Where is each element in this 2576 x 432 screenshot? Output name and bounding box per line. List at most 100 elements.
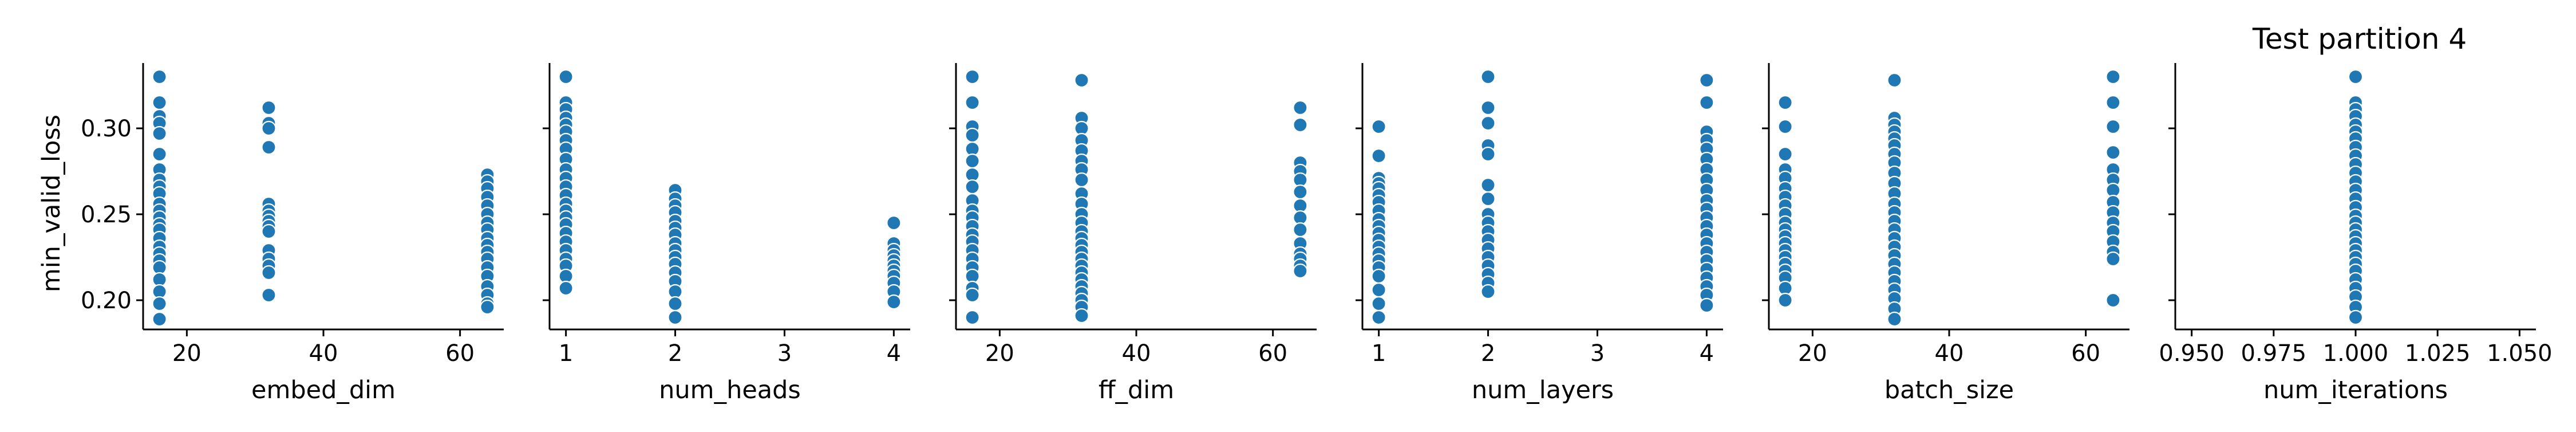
data-point	[1777, 95, 1793, 111]
panel-num_layers: 1 2 3 4 num_layers	[1356, 63, 1723, 404]
data-point	[1887, 72, 1902, 88]
x-tick-label: 20	[172, 340, 202, 367]
data-point	[667, 296, 683, 312]
x-tick-label: 20	[985, 340, 1014, 367]
data-point	[1777, 146, 1793, 162]
data-point	[261, 265, 276, 281]
data-point	[1074, 172, 1089, 188]
data-point	[1480, 146, 1496, 162]
data-point	[1480, 177, 1496, 193]
x-tick-label: 20	[1798, 340, 1827, 367]
x-axis-label: embed_dim	[251, 376, 396, 404]
x-axis-label: num_heads	[659, 376, 801, 404]
data-point	[2105, 95, 2121, 111]
x-tick-label: 0.975	[2241, 340, 2307, 367]
panels-group: 0.20 0.25 0.30 20 40 60 embed_dim 1 2 3 4 num_heads…	[81, 63, 2553, 404]
data-point	[965, 309, 980, 325]
data-point	[965, 95, 980, 111]
data-point	[152, 296, 167, 312]
x-tick-label: 40	[1935, 340, 1964, 367]
data-point	[152, 125, 167, 142]
data-point	[1371, 119, 1386, 135]
y-tick-label: 0.20	[81, 288, 132, 314]
x-tick-label: 3	[777, 340, 792, 367]
x-tick-label: 60	[1258, 340, 1287, 367]
data-point	[1480, 69, 1496, 85]
data-point	[2348, 309, 2364, 325]
y-axis-label: min_valid_loss	[37, 115, 66, 292]
data-point	[886, 294, 902, 310]
x-tick-label: 40	[1122, 340, 1151, 367]
data-point	[1293, 117, 1308, 133]
x-tick-label: 1	[1372, 340, 1386, 367]
x-tick-label: 1	[559, 340, 573, 367]
data-point	[886, 215, 902, 231]
data-point	[1371, 282, 1386, 298]
x-tick-label: 1.000	[2323, 340, 2389, 367]
data-point	[2105, 292, 2121, 308]
data-point	[965, 179, 980, 195]
data-point	[1480, 100, 1496, 116]
data-point	[1293, 184, 1308, 200]
data-point	[261, 120, 276, 136]
y-tick-label: 0.30	[81, 116, 132, 142]
data-point	[965, 69, 980, 85]
chart-title: Test partition 4	[2252, 22, 2467, 56]
data-point	[1074, 308, 1089, 324]
x-tick-label: 2	[1481, 340, 1495, 367]
data-point	[558, 69, 574, 85]
panel-num_iterations: 0.950 0.975 1.000 1.025 1.050 num_iterations	[2159, 63, 2553, 404]
data-point	[261, 100, 276, 116]
panel-embed_dim: 0.20 0.25 0.30 20 40 60 embed_dim	[81, 63, 504, 404]
data-point	[1371, 309, 1386, 325]
data-point	[1699, 72, 1714, 88]
data-point	[152, 146, 167, 162]
panel-num_heads: 1 2 3 4 num_heads	[543, 63, 910, 404]
x-tick-label: 2	[668, 340, 682, 367]
data-point	[965, 127, 980, 143]
data-point	[965, 153, 980, 169]
x-axis-label: num_layers	[1472, 376, 1614, 404]
x-tick-label: 40	[309, 340, 338, 367]
data-point	[2105, 69, 2121, 85]
data-point	[152, 311, 167, 327]
x-tick-label: 4	[887, 340, 901, 367]
data-point	[1699, 297, 1714, 313]
data-point	[1887, 311, 1902, 327]
panel-batch_size: 20 40 60 batch_size	[1762, 63, 2129, 404]
x-tick-label: 1.050	[2487, 340, 2553, 367]
x-tick-label: 0.950	[2159, 340, 2225, 367]
data-point	[1371, 148, 1386, 164]
data-point	[1480, 191, 1496, 207]
data-point	[1074, 72, 1089, 88]
data-point	[261, 287, 276, 303]
data-point	[1480, 284, 1496, 300]
x-axis-label: num_iterations	[2263, 376, 2448, 404]
data-point	[152, 69, 167, 85]
panel-ff_dim: 20 40 60 ff_dim	[949, 63, 1317, 404]
x-tick-label: 4	[1700, 340, 1714, 367]
data-point	[1699, 95, 1714, 111]
data-point	[1293, 222, 1308, 238]
data-point	[480, 299, 495, 315]
data-point	[261, 223, 276, 239]
data-point	[1371, 296, 1386, 312]
x-tick-label: 1.025	[2405, 340, 2471, 367]
data-point	[1371, 268, 1386, 284]
data-point	[1293, 263, 1308, 279]
x-tick-label: 60	[445, 340, 475, 367]
data-point	[558, 280, 574, 296]
data-point	[2348, 69, 2364, 85]
data-point	[2105, 144, 2121, 160]
data-point	[2105, 119, 2121, 135]
x-tick-label: 60	[2071, 340, 2100, 367]
data-point	[261, 139, 276, 155]
data-point	[1293, 100, 1308, 116]
y-tick-label: 0.25	[81, 202, 132, 228]
x-axis-label: ff_dim	[1099, 376, 1174, 404]
data-point	[965, 287, 980, 303]
data-point	[1777, 292, 1793, 308]
